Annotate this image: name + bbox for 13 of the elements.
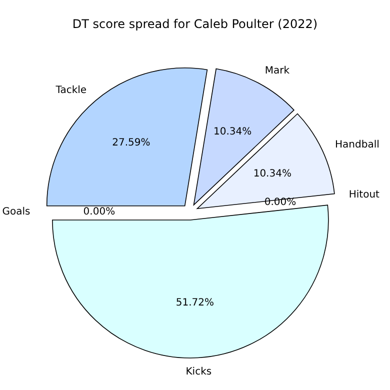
data-label: 27.59% <box>112 138 150 149</box>
text: 0.00% <box>264 196 296 208</box>
slice-label: Mark <box>264 66 290 77</box>
chart-title: DT score spread for Caleb Poulter (2022) <box>72 17 318 31</box>
data-label: 10.34% <box>253 168 292 180</box>
slice-label: Handball <box>335 140 380 151</box>
category-label: Goals <box>2 206 30 218</box>
slice-label: Tackle <box>54 84 87 96</box>
data-label: 10.34% <box>213 126 252 138</box>
data-label: 51.72% <box>176 297 214 308</box>
category-label: Hitout <box>348 189 380 200</box>
slice-label: Kicks <box>186 366 212 378</box>
text: 0.00% <box>83 206 116 218</box>
